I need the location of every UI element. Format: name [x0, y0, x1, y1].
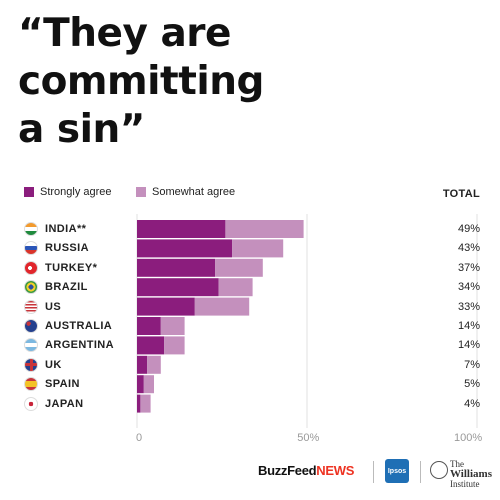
flag-icon [24, 377, 38, 392]
total-value-0: 49% [457, 223, 480, 235]
title-line-1: “They are [18, 11, 231, 56]
bar-somewhat-4 [194, 297, 250, 316]
country-label-5: AUSTRALIA [24, 317, 112, 335]
bar-strongly-0 [137, 220, 226, 238]
total-value-2: 37% [457, 261, 480, 274]
footer-divider-2 [420, 461, 421, 483]
legend-swatch-strongly [24, 187, 34, 197]
bar-strongly-5 [137, 317, 161, 335]
title-line-2: committing [18, 59, 264, 104]
buzzfeed-news-logo: BuzzFeedNEWS [258, 463, 354, 478]
x-tick-label-2: 100% [454, 432, 483, 444]
bar-strongly-7 [137, 355, 148, 374]
country-label-6: ARGENTINA [24, 336, 114, 354]
country-label-1: RUSSIA [24, 239, 89, 257]
country-name: UK [45, 358, 62, 371]
country-label-3: BRAZIL [24, 278, 88, 296]
total-value-9: 4% [464, 397, 480, 410]
bar-somewhat-3 [218, 278, 253, 297]
total-value-5: 14% [457, 320, 480, 332]
williams-logo-line-3: Institute [450, 479, 480, 489]
total-value-8: 5% [464, 378, 480, 391]
country-label-7: UK [24, 356, 62, 374]
buzzfeed-logo-part2: NEWS [316, 463, 355, 478]
country-label-0: INDIA** [24, 220, 86, 238]
country-label-2: TURKEY* [24, 259, 97, 277]
country-name: BRAZIL [45, 281, 88, 294]
country-name: INDIA** [45, 223, 87, 235]
total-value-4: 33% [457, 300, 480, 313]
flag-icon [24, 338, 38, 353]
bar-strongly-4 [137, 297, 195, 316]
bar-strongly-3 [137, 278, 219, 297]
bar-somewhat-8 [143, 375, 154, 394]
legend-label-somewhat: Somewhat agree [152, 186, 236, 198]
flag-icon [24, 299, 38, 314]
country-label-4: US [24, 298, 61, 316]
footer-divider-1 [373, 461, 374, 483]
bar-strongly-6 [137, 336, 165, 355]
williams-institute-seal-icon [430, 461, 448, 479]
bar-somewhat-0 [225, 220, 304, 238]
bar-somewhat-1 [232, 239, 284, 258]
total-value-7: 7% [464, 358, 480, 371]
buzzfeed-logo-part1: BuzzFeed [258, 463, 317, 478]
ipsos-logo: Ipsos [385, 459, 409, 483]
total-value-1: 43% [457, 242, 480, 255]
legend-swatch-somewhat [136, 187, 146, 197]
country-name: AUSTRALIA [45, 320, 113, 332]
country-name: US [45, 300, 62, 313]
bar-strongly-1 [137, 239, 233, 258]
country-name: RUSSIA [45, 242, 89, 255]
bar-strongly-2 [137, 258, 216, 277]
williams-logo-line-2: Williams [450, 468, 492, 480]
legend-item-somewhat: Somewhat agree [136, 186, 235, 198]
country-name: TURKEY* [45, 261, 98, 274]
flag-icon [24, 222, 38, 236]
flag-icon [24, 396, 38, 411]
x-tick-label-1: 50% [297, 432, 320, 444]
legend-item-strongly: Strongly agree [24, 186, 112, 198]
bar-somewhat-9 [140, 394, 151, 413]
flag-icon [24, 260, 38, 275]
country-name: JAPAN [45, 397, 84, 410]
bar-somewhat-7 [147, 355, 161, 374]
country-name: ARGENTINA [45, 339, 114, 352]
bar-strongly-9 [137, 394, 141, 413]
chart-title: “They are committing a sin” [18, 10, 488, 154]
total-value-6: 14% [457, 339, 480, 352]
flag-icon [24, 241, 38, 256]
title-line-3: a sin” [18, 107, 145, 152]
flag-icon [24, 357, 38, 372]
flag-icon [24, 319, 38, 333]
bar-somewhat-5 [160, 317, 185, 335]
williams-institute-logo: The Williams Institute [450, 459, 492, 489]
footer: BuzzFeedNEWS Ipsos The Williams Institut… [0, 455, 500, 495]
x-tick-label-0: 0 [136, 432, 143, 444]
country-label-9: JAPAN [24, 395, 83, 413]
legend-label-strongly: Strongly agree [40, 186, 112, 198]
country-name: SPAIN [45, 378, 80, 391]
country-label-8: SPAIN [24, 375, 80, 393]
bar-strongly-8 [137, 375, 144, 394]
bar-somewhat-6 [164, 336, 185, 355]
bar-somewhat-2 [215, 258, 263, 277]
total-header: TOTAL [442, 188, 480, 200]
flag-icon [24, 280, 38, 295]
total-value-3: 34% [457, 281, 480, 294]
williams-logo-line-1: The [450, 459, 464, 469]
